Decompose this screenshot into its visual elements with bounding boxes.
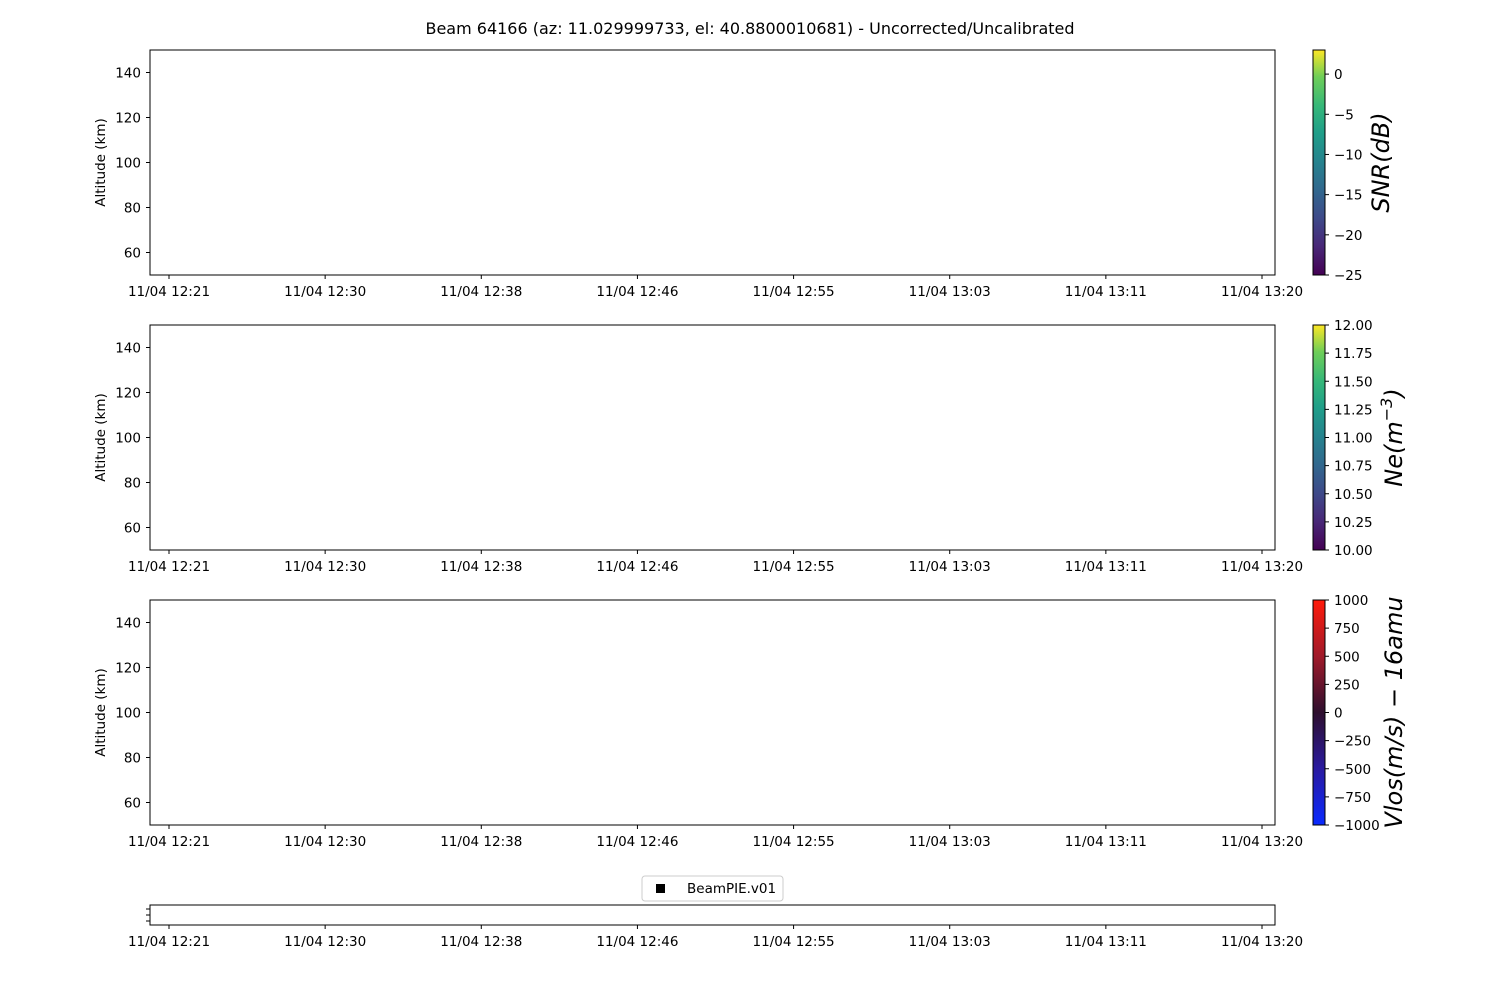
- colorbar-tick-label: −25: [1334, 268, 1363, 284]
- y-axis-label: Altitude (km): [93, 393, 109, 482]
- x-tick-label: 11/04 13:11: [1065, 559, 1147, 575]
- x-tick-label: 11/04 13:03: [909, 934, 991, 950]
- colorbar-tick-label: 10.50: [1334, 487, 1373, 503]
- x-tick-label: 11/04 13:03: [909, 834, 991, 850]
- x-tick-label: 11/04 12:30: [284, 559, 366, 575]
- x-tick-label: 11/04 12:30: [284, 934, 366, 950]
- x-tick-label: 11/04 12:30: [284, 284, 366, 300]
- legend-marker: [656, 884, 665, 893]
- colorbar-label: Vlos(m/s) − 16amu: [1380, 596, 1408, 828]
- x-tick-label: 11/04 12:21: [128, 934, 210, 950]
- colorbar-tick-label: −750: [1334, 790, 1371, 806]
- colorbar-tick-label: 0: [1334, 67, 1343, 83]
- y-tick-label: 140: [115, 66, 141, 82]
- y-tick-label: 100: [115, 431, 141, 447]
- x-tick-label: 11/04 12:55: [753, 284, 835, 300]
- x-tick-label: 11/04 13:11: [1065, 834, 1147, 850]
- legend: [641, 875, 784, 902]
- x-tick-label: 11/04 12:55: [753, 934, 835, 950]
- colorbar-label: SNR(dB): [1367, 112, 1395, 212]
- y-tick-label: 100: [115, 156, 141, 172]
- x-tick-label: 11/04 12:21: [128, 834, 210, 850]
- colorbar-label: Ne(m−3): [1377, 388, 1408, 486]
- colorbar-tick-label: 11.50: [1334, 374, 1373, 390]
- x-tick-label: 11/04 12:21: [128, 559, 210, 575]
- colorbar-3: [1312, 599, 1326, 826]
- x-tick-label: 11/04 13:20: [1221, 934, 1303, 950]
- colorbar-tick-label: 10.00: [1334, 543, 1373, 559]
- colorbar-tick-label: 750: [1334, 621, 1360, 637]
- y-tick-label: 140: [115, 341, 141, 357]
- plot-area-2: [149, 324, 1276, 551]
- colorbar-tick-label: 12.00: [1334, 318, 1373, 334]
- colorbar-label-text: Vlos(m/s) − 16amu: [1380, 596, 1408, 828]
- colorbar-label-tail: ): [1380, 388, 1408, 399]
- x-tick-label: 11/04 12:30: [284, 834, 366, 850]
- x-tick-label: 11/04 13:11: [1065, 934, 1147, 950]
- y-tick-label: 60: [124, 246, 141, 262]
- y-tick-label: 80: [124, 476, 141, 492]
- x-tick-label: 11/04 12:55: [753, 559, 835, 575]
- legend-entry: BeamPIE.v01: [687, 881, 776, 897]
- colorbar-tick-label: −250: [1334, 734, 1371, 750]
- colorbar-label-text: SNR(dB): [1367, 112, 1395, 212]
- x-tick-label: 11/04 13:03: [909, 559, 991, 575]
- colorbar-tick-label: 500: [1334, 649, 1360, 665]
- y-tick-label: 120: [115, 386, 141, 402]
- x-tick-label: 11/04 12:46: [596, 559, 678, 575]
- x-tick-label: 11/04 12:55: [753, 834, 835, 850]
- x-tick-label: 11/04 12:38: [440, 559, 522, 575]
- x-tick-label: 11/04 13:20: [1221, 834, 1303, 850]
- x-tick-label: 11/04 12:21: [128, 284, 210, 300]
- colorbar-tick-label: 10.75: [1334, 459, 1373, 475]
- colorbar-1: [1312, 49, 1326, 276]
- x-tick-label: 11/04 13:11: [1065, 284, 1147, 300]
- y-tick-label: 120: [115, 111, 141, 127]
- y-tick-label: 120: [115, 661, 141, 677]
- colorbar-tick-label: −5: [1334, 107, 1354, 123]
- y-tick-label: 100: [115, 706, 141, 722]
- colorbar-tick-label: −20: [1334, 228, 1363, 244]
- x-tick-label: 11/04 13:20: [1221, 284, 1303, 300]
- colorbar-tick-label: 250: [1334, 677, 1360, 693]
- colorbar-tick-label: 0: [1334, 706, 1343, 722]
- y-tick-label: 80: [124, 751, 141, 767]
- x-tick-label: 11/04 12:38: [440, 934, 522, 950]
- colorbar-tick-label: 11.00: [1334, 431, 1373, 447]
- colorbar-label-text: Ne(m: [1380, 421, 1408, 486]
- colorbar-tick-label: −500: [1334, 762, 1371, 778]
- colorbar-tick-label: −15: [1334, 188, 1363, 204]
- colorbar-tick-label: 11.25: [1334, 402, 1373, 418]
- y-axis-label: Altitude (km): [93, 118, 109, 207]
- colorbar-tick-label: −1000: [1334, 818, 1380, 834]
- plot-area-3: [149, 599, 1276, 826]
- colorbar-tick-label: 1000: [1334, 593, 1368, 609]
- y-tick-label: 80: [124, 201, 141, 217]
- x-tick-label: 11/04 12:46: [596, 834, 678, 850]
- x-tick-label: 11/04 12:38: [440, 284, 522, 300]
- y-tick-label: 60: [124, 796, 141, 812]
- x-tick-label: 11/04 12:46: [596, 934, 678, 950]
- colorbar-label-sup: −3: [1377, 398, 1396, 422]
- colorbar-tick-label: −10: [1334, 147, 1363, 163]
- x-tick-label: 11/04 12:46: [596, 284, 678, 300]
- y-axis-label: Altitude (km): [93, 668, 109, 757]
- plot-area-1: [149, 49, 1276, 276]
- x-tick-label: 11/04 13:03: [909, 284, 991, 300]
- y-tick-label: 140: [115, 616, 141, 632]
- chart-title: Beam 64166 (az: 11.029999733, el: 40.880…: [425, 19, 1074, 38]
- y-tick-label: 60: [124, 521, 141, 537]
- colorbar-tick-label: 11.75: [1334, 346, 1373, 362]
- x-tick-label: 11/04 12:38: [440, 834, 522, 850]
- colorbar-2: [1312, 324, 1326, 551]
- colorbar-tick-label: 10.25: [1334, 515, 1373, 531]
- beam-strip-axes: [149, 904, 1276, 926]
- x-tick-label: 11/04 13:20: [1221, 559, 1303, 575]
